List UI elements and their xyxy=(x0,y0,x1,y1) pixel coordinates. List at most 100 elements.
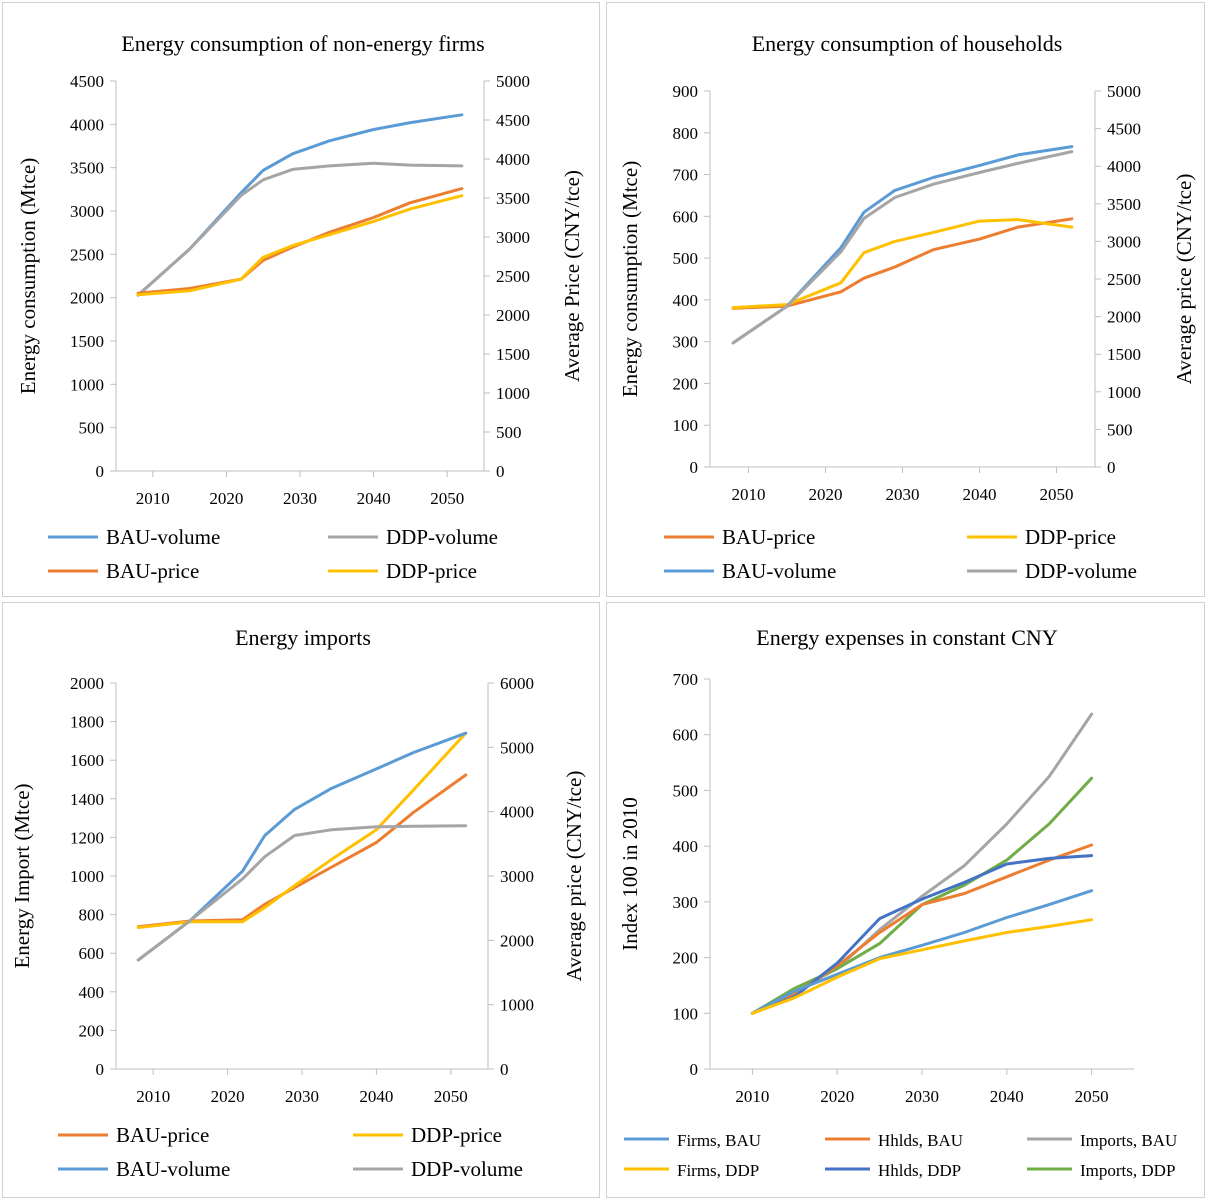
y-tick-label: 2000 xyxy=(70,674,104,693)
y-tick-label: 0 xyxy=(96,1060,105,1079)
x-tick-label: 2010 xyxy=(136,1087,170,1106)
y-tick-label: 400 xyxy=(673,291,699,310)
chart-panel-households: Energy consumption of households 0 100 200 3… xyxy=(606,2,1205,597)
chart-expenses: Energy expenses in constant CNY 0 100 200 30… xyxy=(618,625,1177,1180)
legend-label: Imports, BAU xyxy=(1080,1131,1177,1150)
series-line-firms-bau xyxy=(750,889,1094,1015)
y2-tick-label: 3000 xyxy=(1107,232,1141,251)
x-tick-label: 2010 xyxy=(735,1087,769,1106)
x-tick-label: 2020 xyxy=(820,1087,854,1106)
x-tick-label: 2010 xyxy=(136,489,170,508)
y2-tick-label: 3500 xyxy=(1107,195,1141,214)
y-axis-label: Energy Import (Mtce) xyxy=(10,783,34,968)
series-line-firms-ddp xyxy=(750,918,1094,1015)
series-line-bau-volume xyxy=(136,731,468,962)
legend-label: DDP-price xyxy=(1025,525,1116,549)
series-line-ddp-price xyxy=(731,218,1074,310)
legend-label: BAU-volume xyxy=(106,525,220,549)
y-tick-label: 600 xyxy=(673,207,699,226)
series-line-ddp-price xyxy=(136,194,464,297)
y-axis-label: Energy consumption (Mtce) xyxy=(16,158,40,394)
legend-label: BAU-price xyxy=(106,559,199,583)
series-line-hhlds-ddp xyxy=(750,854,1094,1015)
series-line-bau-price xyxy=(136,187,464,295)
y-tick-label: 1000 xyxy=(70,375,104,394)
chart-panel-expenses: Energy expenses in constant CNY 0 100 200 30… xyxy=(606,602,1205,1198)
legend-label: Hhlds, BAU xyxy=(878,1131,963,1150)
y2-tick-label: 500 xyxy=(496,423,522,442)
y2-tick-label: 4500 xyxy=(496,111,530,130)
x-tick-label: 2030 xyxy=(283,489,317,508)
y2-tick-label: 5000 xyxy=(500,738,534,757)
legend-label: Hhlds, DDP xyxy=(878,1161,961,1180)
series-line-ddp-volume xyxy=(136,161,464,297)
y-tick-label: 4500 xyxy=(70,72,104,91)
series-line-ddp-price xyxy=(136,731,468,929)
y-axis-label: Index 100 in 2010 xyxy=(618,797,642,950)
x-tick-label: 2020 xyxy=(211,1087,245,1106)
y-tick-label: 200 xyxy=(673,374,699,393)
y-tick-label: 600 xyxy=(79,944,105,963)
y-tick-label: 0 xyxy=(96,462,105,481)
y2-tick-label: 1000 xyxy=(500,996,534,1015)
y-tick-label: 200 xyxy=(79,1021,105,1040)
y2-tick-label: 5000 xyxy=(496,72,530,91)
y-tick-label: 800 xyxy=(79,906,105,925)
y2-tick-label: 1000 xyxy=(496,384,530,403)
y2-tick-label: 2000 xyxy=(500,931,534,950)
y-tick-label: 1000 xyxy=(70,867,104,886)
y2-axis-label: Average price (CNY/tce) xyxy=(1172,174,1196,385)
y-tick-label: 500 xyxy=(79,419,105,438)
y-tick-label: 1500 xyxy=(70,332,104,351)
legend-label: DDP-volume xyxy=(1025,559,1137,583)
series-line-ddp-volume xyxy=(136,824,468,962)
y2-tick-label: 3500 xyxy=(496,189,530,208)
x-tick-label: 2030 xyxy=(886,485,920,504)
legend-label: DDP-volume xyxy=(386,525,498,549)
chart-title: Energy consumption of non-energy firms xyxy=(121,31,484,56)
chart-imports: Energy imports 0 200 400 600 800 1000 1200 1400 1… xyxy=(10,625,586,1181)
legend-label: Imports, DDP xyxy=(1080,1161,1175,1180)
y-tick-label: 2500 xyxy=(70,245,104,264)
y2-tick-label: 4000 xyxy=(496,150,530,169)
legend-label: BAU-price xyxy=(116,1123,209,1147)
chart-title: Energy consumption of households xyxy=(752,31,1063,56)
y-tick-label: 1800 xyxy=(70,713,104,732)
x-tick-label: 2010 xyxy=(732,485,766,504)
y2-tick-label: 3000 xyxy=(500,867,534,886)
y-tick-label: 500 xyxy=(673,781,699,800)
legend-label: BAU-volume xyxy=(116,1157,230,1181)
y-tick-label: 1200 xyxy=(70,828,104,847)
y-tick-label: 300 xyxy=(673,333,699,352)
chart-households: Energy consumption of households 0 100 200 3… xyxy=(618,31,1196,583)
y2-tick-label: 2000 xyxy=(1107,308,1141,327)
chart-panel-firms: Energy consumption of non-energy firms 0 5… xyxy=(2,2,600,597)
y2-tick-label: 1500 xyxy=(496,345,530,364)
x-tick-label: 2050 xyxy=(434,1087,468,1106)
y-tick-label: 1600 xyxy=(70,751,104,770)
y2-tick-label: 0 xyxy=(500,1060,509,1079)
y-tick-label: 1400 xyxy=(70,790,104,809)
series-line-ddp-volume xyxy=(731,150,1074,345)
series-line-bau-price xyxy=(731,217,1074,310)
chart-title: Energy expenses in constant CNY xyxy=(756,625,1058,650)
chart-title: Energy imports xyxy=(235,625,371,650)
legend-label: BAU-volume xyxy=(722,559,836,583)
y2-tick-label: 500 xyxy=(1107,420,1133,439)
y-tick-label: 900 xyxy=(673,82,699,101)
y2-tick-label: 4500 xyxy=(1107,120,1141,139)
y2-axis-label: Average Price (CNY/tce) xyxy=(560,170,584,382)
y2-tick-label: 5000 xyxy=(1107,82,1141,101)
x-tick-label: 2040 xyxy=(963,485,997,504)
y2-tick-label: 4000 xyxy=(1107,157,1141,176)
y2-tick-label: 2000 xyxy=(496,306,530,325)
x-tick-label: 2030 xyxy=(905,1087,939,1106)
legend-label: Firms, BAU xyxy=(677,1131,761,1150)
x-tick-label: 2050 xyxy=(430,489,464,508)
y2-tick-label: 2500 xyxy=(1107,270,1141,289)
y2-tick-label: 6000 xyxy=(500,674,534,693)
x-tick-label: 2040 xyxy=(357,489,391,508)
y-tick-label: 500 xyxy=(673,249,699,268)
y-tick-label: 200 xyxy=(673,949,699,968)
legend-label: DDP-volume xyxy=(411,1157,523,1181)
